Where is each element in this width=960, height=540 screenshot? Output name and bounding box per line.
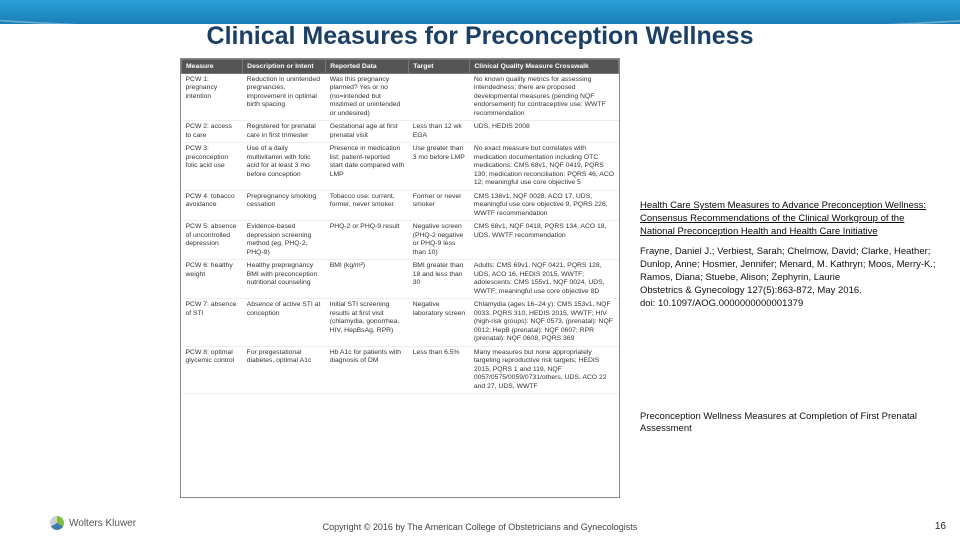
copyright-notice: Copyright © 2016 by The American College… [0, 522, 960, 532]
citation-block: Health Care System Measures to Advance P… [640, 200, 940, 436]
table-cell: Less than 12 wk EGA [409, 121, 470, 143]
table-cell: Healthy prepregnancy BMI with preconcept… [243, 260, 326, 299]
table-row: PCW 2: access to careRegistered for pren… [182, 121, 619, 143]
table-cell: Gestational age at first prenatal visit [326, 121, 409, 143]
table-row: PCW 4: tobacco avoidancePrepregnancy smo… [182, 190, 619, 220]
table-cell: PCW 1: pregnancy intention [182, 74, 243, 121]
table-row: PCW 5: absence of uncontrolled depressio… [182, 221, 619, 260]
table-row: PCW 6: healthy weightHealthy prepregnanc… [182, 260, 619, 299]
table-cell: Absence of active STI at conception [243, 299, 326, 346]
table-row: PCW 1: pregnancy intentionReduction in u… [182, 74, 619, 121]
measures-table: MeasureDescription or IntentReported Dat… [180, 58, 620, 498]
table-header: Clinical Quality Measure Crosswalk [470, 60, 619, 74]
table-cell: Presence in medication list; patient-rep… [326, 143, 409, 190]
table-row: PCW 8: optimal glycemic controlFor prege… [182, 346, 619, 393]
table-cell [409, 74, 470, 121]
table-cell: PCW 5: absence of uncontrolled depressio… [182, 221, 243, 260]
table-cell: PCW 3: preconception folic acid use [182, 143, 243, 190]
table-cell: PHQ-2 or PHQ-9 result [326, 221, 409, 260]
table-cell: Reduction in unintended pregnancies, imp… [243, 74, 326, 121]
citation-journal: Obstetrics & Gynecology 127(5):863-872, … [640, 285, 940, 298]
table-cell: PCW 6: healthy weight [182, 260, 243, 299]
table-cell: PCW 8: optimal glycemic control [182, 346, 243, 393]
table-cell: BMI (kg/m²) [326, 260, 409, 299]
table-cell: For pregestational diabetes, optimal A1c [243, 346, 326, 393]
table-header: Description or Intent [243, 60, 326, 74]
table-cell: CMS 138v1, NQF 0028, ACO 17, UDS, meanin… [470, 190, 619, 220]
table-cell: Was this pregnancy planned? Yes or no (n… [326, 74, 409, 121]
table-cell: PCW 4: tobacco avoidance [182, 190, 243, 220]
table-cell: Prepregnancy smoking cessation [243, 190, 326, 220]
table-cell: Initial STI screening results at first v… [326, 299, 409, 346]
table-cell: No known quality metrics for assessing i… [470, 74, 619, 121]
citation-title: Health Care System Measures to Advance P… [640, 200, 940, 238]
table-row: PCW 3: preconception folic acid useUse o… [182, 143, 619, 190]
table-cell: UDS, HEDIS 2008 [470, 121, 619, 143]
table-cell: Registered for prenatal care in first tr… [243, 121, 326, 143]
table-cell: Use of a daily multivitamin with folic a… [243, 143, 326, 190]
table-cell: Negative screen (PHQ-2 negative or PHQ-9… [409, 221, 470, 260]
table-header: Measure [182, 60, 243, 74]
table-cell: Less than 6.5% [409, 346, 470, 393]
citation-authors: Frayne, Daniel J.; Verbiest, Sarah; Chel… [640, 246, 940, 284]
page-number: 16 [935, 521, 946, 532]
table-cell: BMI greater than 18 and less than 30 [409, 260, 470, 299]
table-cell: Adults: CMS 69v1, NQF 0421, PQRS 128, UD… [470, 260, 619, 299]
table-header: Reported Data [326, 60, 409, 74]
table-cell: Negative laboratory screen [409, 299, 470, 346]
table-header: Target [409, 60, 470, 74]
header-band [0, 0, 960, 24]
table-row: PCW 7: absence of STIAbsence of active S… [182, 299, 619, 346]
table-cell: Former or never smoker [409, 190, 470, 220]
table-cell: PCW 7: absence of STI [182, 299, 243, 346]
page-title: Clinical Measures for Preconception Well… [0, 22, 960, 51]
table-cell: PCW 2: access to care [182, 121, 243, 143]
table-cell: Use greater than 3 mo before LMP [409, 143, 470, 190]
table-cell: Chlamydia (ages 16–24 y): CMS 153v1, NQF… [470, 299, 619, 346]
table-cell: Evidence-based depression screening meth… [243, 221, 326, 260]
citation-doi: doi: 10.1097/AOG.0000000000001379 [640, 298, 940, 311]
table-cell: CMS 68v1, NQF 0418, PQRS 134, ACO 18, UD… [470, 221, 619, 260]
table-cell: Hb A1c for patients with diagnosis of DM [326, 346, 409, 393]
table-cell: No exact measure but correlates with med… [470, 143, 619, 190]
table-cell: Tobacco use: current, former, never smok… [326, 190, 409, 220]
table-cell: Many measures but none appropriately tar… [470, 346, 619, 393]
figure-caption: Preconception Wellness Measures at Compl… [640, 411, 940, 437]
